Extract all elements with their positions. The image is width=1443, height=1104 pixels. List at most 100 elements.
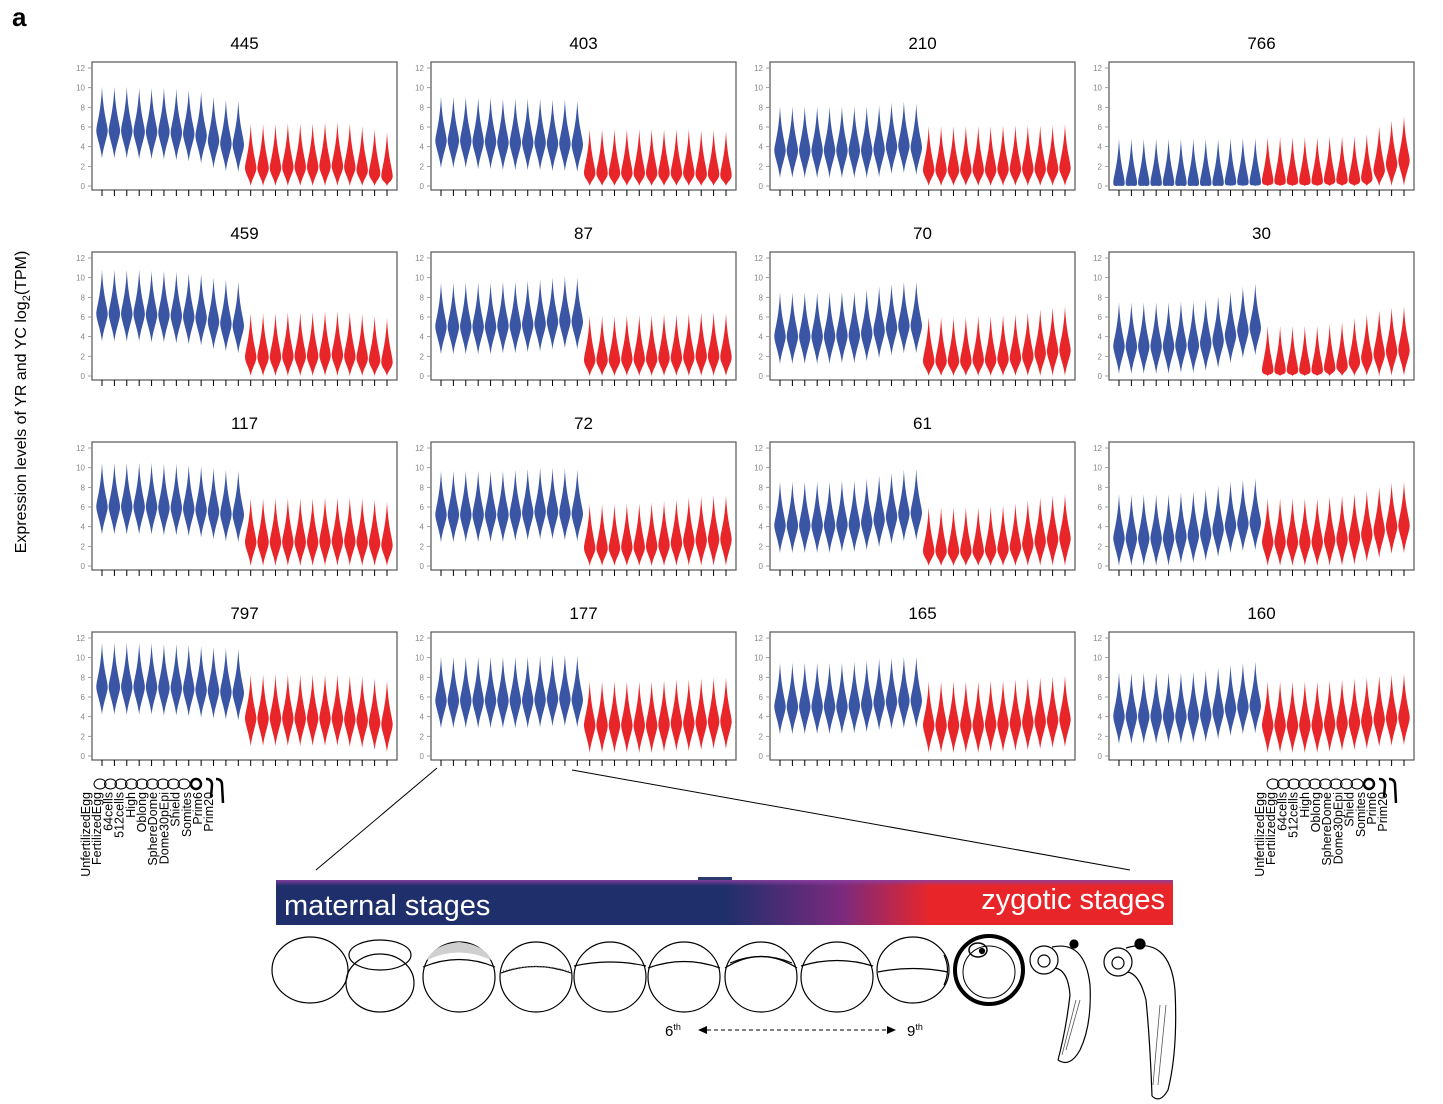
violin-yr-UnfertilizedEgg bbox=[435, 656, 447, 729]
violin-yr-SphereDome bbox=[170, 88, 183, 161]
violin-yc-Oblong bbox=[1323, 496, 1336, 566]
violin-yr-High bbox=[145, 462, 158, 535]
violin-yr-64cells bbox=[1138, 138, 1150, 186]
y-tick-label: 4 bbox=[420, 713, 425, 722]
violin-yc-Shield bbox=[683, 128, 695, 186]
violin-yc-Prim6 bbox=[1385, 674, 1398, 747]
violin-yc-512cells bbox=[1299, 325, 1311, 376]
violin-yc-Prim20 bbox=[381, 317, 393, 376]
violin-yc-High bbox=[294, 312, 306, 376]
stage-icon-embryo bbox=[1287, 778, 1301, 790]
violin-yc-64cells bbox=[1286, 325, 1299, 376]
panel-frame bbox=[430, 631, 737, 761]
violin-yr-UnfertilizedEgg bbox=[1113, 302, 1125, 375]
violin-yr-Prim20 bbox=[571, 655, 584, 728]
panel-frame bbox=[1108, 441, 1415, 571]
violin-yc-UnfertilizedEgg bbox=[583, 681, 596, 754]
violin-yc-FertilizedEgg bbox=[1274, 681, 1286, 754]
y-tick-label: 2 bbox=[1098, 352, 1103, 361]
y-tick-label: 2 bbox=[81, 352, 86, 361]
panel-4: 766 0 2 4 6 8 10 12 bbox=[1093, 34, 1415, 196]
violin-yr-Shield bbox=[1212, 667, 1224, 740]
violin-yc-UnfertilizedEgg bbox=[1261, 136, 1274, 186]
violin-yr-Shield bbox=[534, 655, 546, 728]
violin-yc-FertilizedEgg bbox=[1274, 136, 1286, 186]
violin-yr-UnfertilizedEgg bbox=[435, 470, 447, 543]
panel-frame bbox=[769, 61, 1076, 191]
panel-6: 87 0 2 4 6 8 10 12 bbox=[415, 224, 737, 386]
violin-yr-Somites bbox=[207, 277, 220, 350]
violin-yc-Shield bbox=[1361, 314, 1373, 376]
violin-yr-Shield bbox=[873, 475, 885, 548]
y-tick-label: 0 bbox=[759, 372, 764, 381]
y-tick-label: 0 bbox=[759, 182, 764, 191]
violin-yr-Somites bbox=[885, 657, 898, 730]
violin-yr-High bbox=[823, 481, 836, 554]
violin-yr-Somites bbox=[885, 283, 898, 356]
violin-yr-64cells bbox=[460, 470, 472, 543]
violin-yc-High bbox=[294, 498, 306, 566]
embryo-1-cell bbox=[271, 936, 349, 1004]
violin-yc-64cells bbox=[608, 316, 621, 376]
violin-yr-64cells bbox=[121, 642, 133, 715]
violin-yc-512cells bbox=[621, 503, 633, 566]
panel-title: 459 bbox=[230, 224, 258, 243]
y-tick-label: 4 bbox=[420, 143, 425, 152]
violin-yr-High bbox=[823, 292, 836, 365]
violin-yr-Dome30pEpi bbox=[861, 660, 873, 733]
violin-yc-Dome30pEpi bbox=[331, 497, 344, 566]
violin-yr-Prim6 bbox=[1237, 137, 1249, 186]
violin-yr-512cells bbox=[1150, 138, 1162, 186]
violin-yr-Oblong bbox=[497, 470, 509, 543]
violin-yr-Oblong bbox=[1175, 301, 1187, 374]
y-tick-label: 2 bbox=[1098, 542, 1103, 551]
stage-label: 512cells bbox=[1287, 792, 1301, 838]
violin-yr-Somites bbox=[885, 102, 898, 175]
violin-yc-Shield bbox=[683, 679, 695, 752]
panel-frame bbox=[430, 251, 737, 381]
violin-yc-High bbox=[1311, 325, 1323, 376]
cycle-arrow-right-head bbox=[887, 1026, 896, 1034]
violin-yc-FertilizedEgg bbox=[1274, 498, 1286, 566]
violin-yc-UnfertilizedEgg bbox=[583, 504, 596, 566]
violin-yr-FertilizedEgg bbox=[108, 86, 121, 159]
y-tick-label: 4 bbox=[420, 523, 425, 532]
violin-yc-64cells bbox=[269, 313, 282, 376]
violin-yc-512cells bbox=[282, 123, 294, 186]
violin-yc-64cells bbox=[269, 674, 282, 747]
y-tick-label: 12 bbox=[415, 64, 424, 73]
violin-yc-512cells bbox=[282, 312, 294, 376]
violin-yc-Somites bbox=[356, 126, 368, 186]
stage-label: Prim6 bbox=[1365, 792, 1379, 825]
y-tick-label: 6 bbox=[759, 123, 764, 132]
stage-band-bar bbox=[276, 880, 1173, 925]
violin-yr-High bbox=[823, 106, 836, 179]
stage-icon-embryo bbox=[1340, 778, 1353, 790]
violin-yr-Somites bbox=[546, 277, 559, 350]
violin-yc-FertilizedEgg bbox=[596, 316, 608, 376]
violin-yc-High bbox=[633, 315, 645, 376]
y-tick-label: 10 bbox=[415, 464, 424, 473]
stage-icon-prim6 bbox=[1378, 777, 1387, 798]
panel-title: 797 bbox=[230, 604, 258, 623]
panel-frame bbox=[91, 61, 398, 191]
panel-frame bbox=[91, 441, 398, 571]
violin-yc-Prim6 bbox=[368, 678, 381, 751]
violin-yc-Prim20 bbox=[381, 680, 393, 753]
violin-yc-64cells bbox=[947, 507, 960, 566]
violin-yc-Somites bbox=[356, 676, 368, 749]
violin-yr-Shield bbox=[195, 465, 207, 538]
violin-yc-Somites bbox=[1373, 126, 1385, 186]
embryo-8-stage bbox=[800, 941, 874, 1013]
violin-yr-Shield bbox=[195, 91, 207, 164]
violin-yr-64cells bbox=[1138, 672, 1150, 745]
violin-yc-Prim20 bbox=[720, 677, 732, 750]
violin-yr-Oblong bbox=[1175, 672, 1187, 745]
violin-yr-FertilizedEgg bbox=[786, 106, 799, 179]
y-tick-label: 0 bbox=[420, 182, 425, 191]
stage-label: SphereDome bbox=[146, 792, 160, 866]
violin-yc-64cells bbox=[269, 124, 282, 186]
violin-yc-Shield bbox=[1022, 500, 1034, 566]
violin-yr-512cells bbox=[811, 106, 823, 179]
stage-label: FertilizedEgg bbox=[1264, 792, 1278, 865]
